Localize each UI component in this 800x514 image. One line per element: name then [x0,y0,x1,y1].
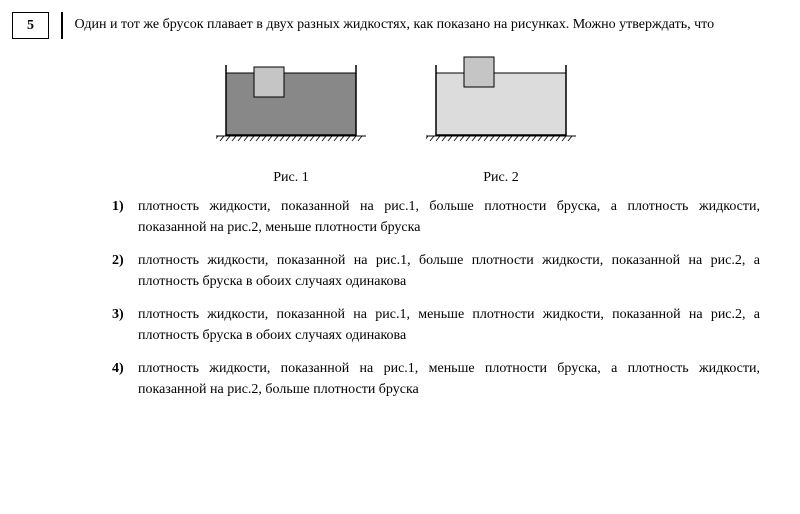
option-1: 1)плотность жидкости, показанной на рис.… [112,196,760,238]
header-divider [61,12,63,39]
option-text: плотность жидкости, показанной на рис.1,… [138,250,760,292]
options-list: 1)плотность жидкости, показанной на рис.… [12,196,780,400]
figure-2-svg [426,55,576,147]
option-2: 2)плотность жидкости, показанной на рис.… [112,250,760,292]
question-header: 5 Один и тот же брусок плавает в двух ра… [12,12,780,39]
figure-1: Рис. 1 [216,55,366,188]
figure-1-svg [216,55,366,147]
option-3: 3)плотность жидкости, показанной на рис.… [112,304,760,346]
option-4: 4)плотность жидкости, показанной на рис.… [112,358,760,400]
question-text: Один и тот же брусок плавает в двух разн… [75,12,715,35]
figure-1-caption: Рис. 1 [273,167,309,188]
option-text: плотность жидкости, показанной на рис.1,… [138,304,760,346]
option-text: плотность жидкости, показанной на рис.1,… [138,196,760,238]
figure-2: Рис. 2 [426,55,576,188]
option-number: 3) [112,304,130,346]
option-number: 1) [112,196,130,238]
question-number: 5 [12,12,49,39]
option-number: 2) [112,250,130,292]
option-number: 4) [112,358,130,400]
figures-row: Рис. 1 Рис. 2 [12,55,780,188]
figure-2-caption: Рис. 2 [483,167,519,188]
option-text: плотность жидкости, показанной на рис.1,… [138,358,760,400]
